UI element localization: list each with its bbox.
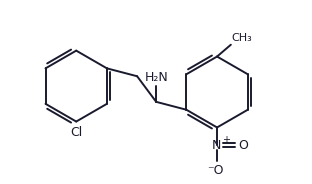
Text: Cl: Cl <box>70 126 82 139</box>
Text: CH₃: CH₃ <box>232 33 253 43</box>
Text: +: + <box>222 135 230 145</box>
Text: O: O <box>239 139 249 152</box>
Text: ⁻O: ⁻O <box>207 164 223 177</box>
Text: N: N <box>212 139 221 152</box>
Text: H₂N: H₂N <box>144 71 168 84</box>
